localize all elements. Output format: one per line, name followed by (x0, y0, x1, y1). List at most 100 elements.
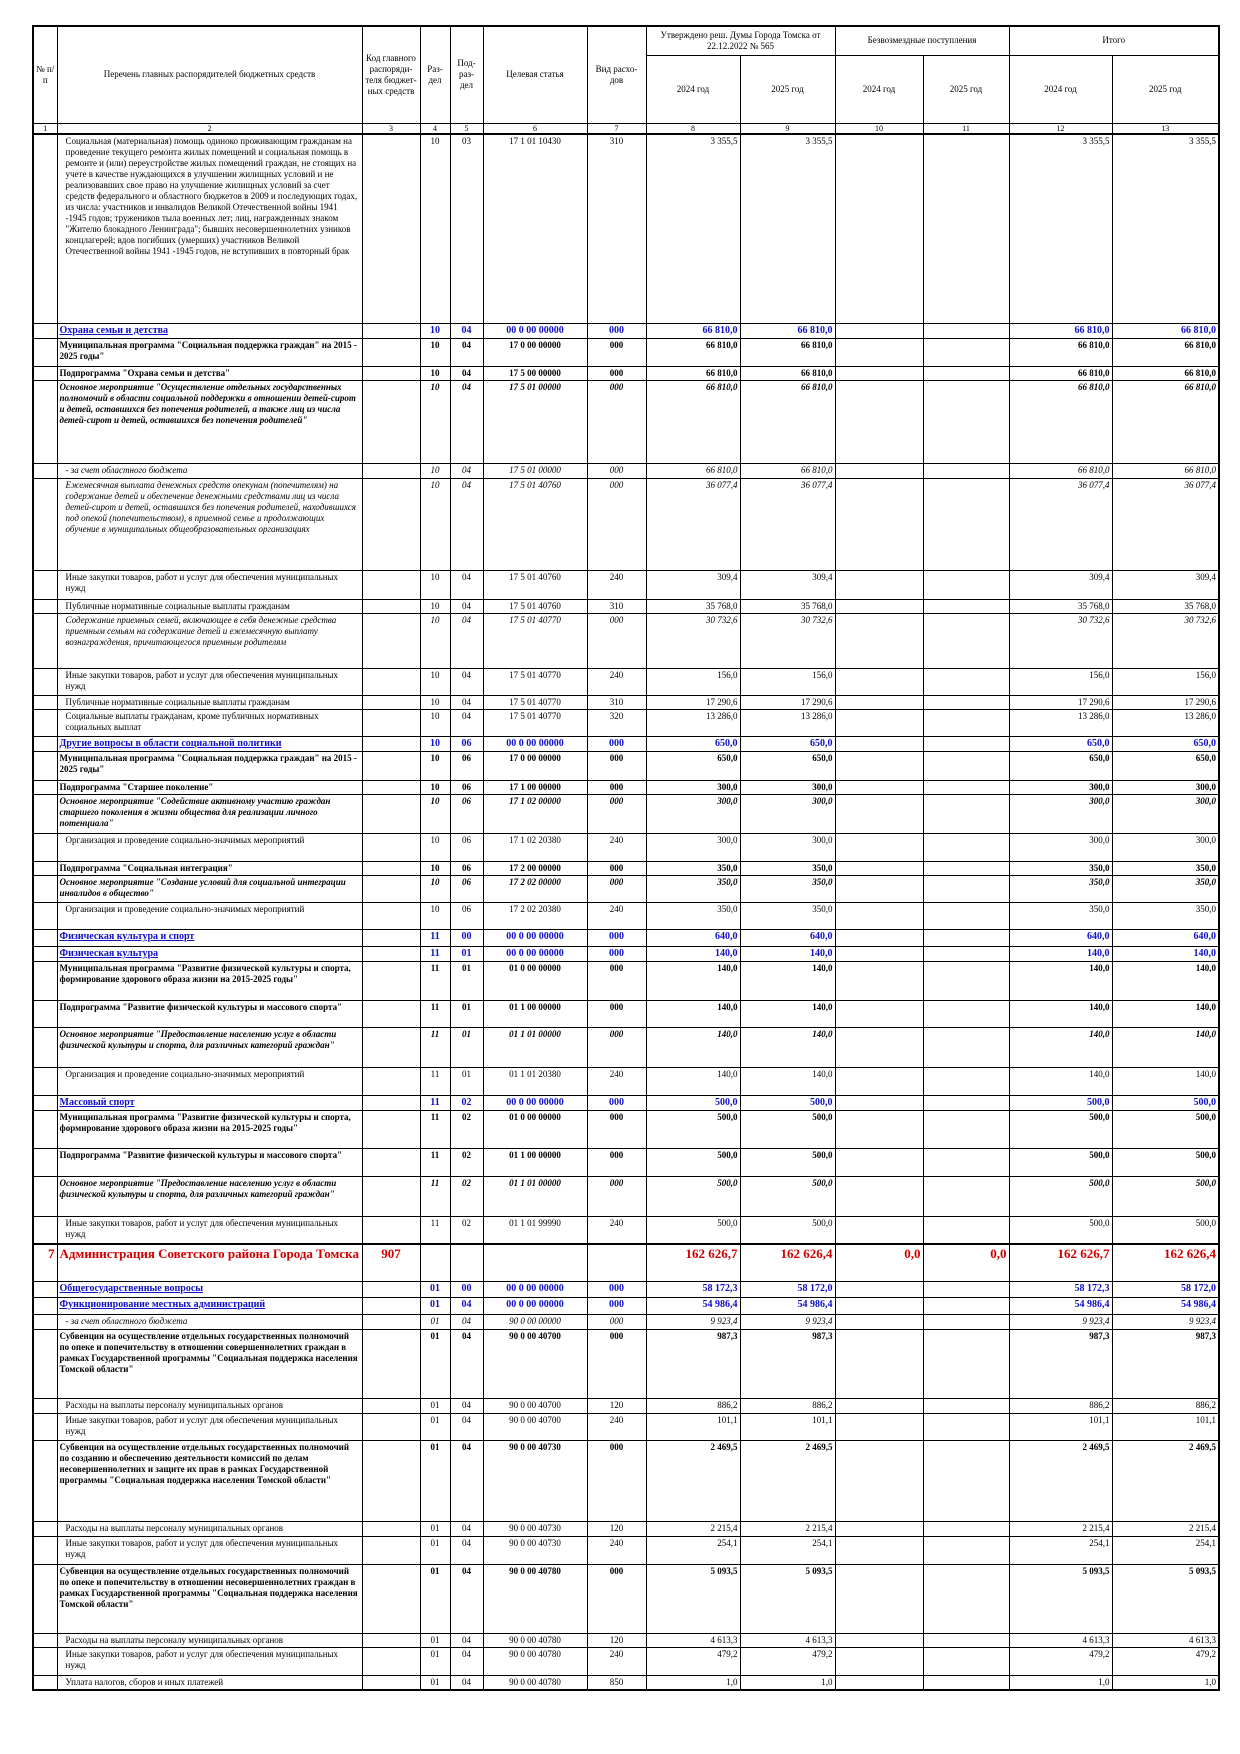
cell: 13 286,0 (645, 709, 741, 737)
cell: 4 613,3 (1008, 1633, 1113, 1648)
cell: 240 (586, 570, 647, 600)
group-header: Итого (1008, 25, 1220, 56)
cell: 240 (586, 1647, 647, 1676)
cell: 04 (449, 1647, 484, 1676)
empty-cell (361, 323, 421, 339)
table-row: Физическая культура и спорт 11 00 00 0 00 0… (32, 929, 1220, 947)
empty-cell (834, 1176, 924, 1217)
cell: 17 5 01 40760 (482, 599, 588, 614)
cell: Муниципальная программа "Развитие физиче… (56, 1110, 363, 1149)
cell: 3 355,5 (1111, 133, 1220, 324)
cell: 309,4 (645, 570, 741, 600)
cell: 04 (449, 1398, 484, 1414)
table-row: Муниципальная программа "Социальная подд… (32, 751, 1220, 781)
cell: 1,0 (739, 1675, 836, 1691)
cell: Другие вопросы в области социальной поли… (56, 736, 363, 752)
cell: 987,3 (645, 1329, 741, 1399)
empty-cell (32, 961, 58, 1001)
empty-cell (32, 1281, 58, 1298)
cell: 987,3 (739, 1329, 836, 1399)
cell: Содержание приемных семей, включающее в … (56, 613, 363, 669)
cell: 7 (32, 1242, 58, 1282)
cell: Муниципальная программа "Социальная подд… (56, 338, 363, 367)
group-header: Безвозмездные поступления (834, 25, 1010, 56)
cell: 2 215,4 (645, 1521, 741, 1537)
table-row: Муниципальная программа "Развитие физиче… (32, 961, 1220, 1001)
empty-cell (922, 1110, 1010, 1149)
column-header: Раз-дел (419, 25, 451, 124)
empty-cell (32, 1440, 58, 1522)
empty-cell (922, 1647, 1010, 1676)
empty-cell (361, 1440, 421, 1522)
table-row: Муниципальная программа "Развитие физиче… (32, 1110, 1220, 1149)
empty-cell (922, 1633, 1010, 1648)
cell: Муниципальная программа "Социальная подд… (56, 751, 363, 781)
empty-cell (361, 1647, 421, 1676)
empty-cell (32, 929, 58, 947)
cell: Иные закупки товаров, работ и услуг для … (56, 1536, 363, 1565)
cell: 90 0 00 40730 (482, 1536, 588, 1565)
table-row: Публичные нормативные социальные выплаты… (32, 695, 1220, 710)
cell: Подпрограмма "Охрана семьи и детства" (56, 366, 363, 381)
cell: 309,4 (1111, 570, 1220, 600)
cell: 30 732,6 (1111, 613, 1220, 669)
cell: 54 986,4 (1111, 1297, 1220, 1315)
cell: 01 0 00 00000 (482, 1110, 588, 1149)
cell: 04 (449, 338, 484, 367)
cell: 000 (586, 736, 647, 752)
empty-cell (32, 613, 58, 669)
cell: 300,0 (1008, 833, 1113, 862)
cell: Публичные нормативные социальные выплаты… (56, 695, 363, 710)
cell: 479,2 (645, 1647, 741, 1676)
cell: 35 768,0 (645, 599, 741, 614)
empty-cell (834, 570, 924, 600)
cell: 66 810,0 (645, 323, 741, 339)
column-number: 6 (482, 122, 588, 135)
cell: 000 (586, 861, 647, 876)
empty-cell (834, 751, 924, 781)
empty-cell (834, 902, 924, 930)
cell: 10 (419, 478, 451, 571)
cell: 90 0 00 40700 (482, 1398, 588, 1414)
cell: 11 (419, 1095, 451, 1111)
cell: 000 (586, 1027, 647, 1068)
empty-cell (922, 599, 1010, 614)
cell: 500,0 (1008, 1176, 1113, 1217)
cell: 650,0 (739, 736, 836, 752)
cell: 02 (449, 1216, 484, 1244)
cell: 10 (419, 780, 451, 795)
cell: 10 (419, 133, 451, 324)
table-row: Физическая культура 11 01 00 0 00 00000 000 1… (32, 946, 1220, 962)
empty-cell (834, 1647, 924, 1676)
cell: 04 (449, 1536, 484, 1565)
cell: 000 (586, 1176, 647, 1217)
cell: 350,0 (739, 902, 836, 930)
cell: 04 (449, 1633, 484, 1648)
cell: 36 077,4 (1008, 478, 1113, 571)
cell: 640,0 (645, 929, 741, 947)
empty-cell (32, 833, 58, 862)
cell: 36 077,4 (645, 478, 741, 571)
empty-cell (361, 1000, 421, 1028)
empty-cell (834, 1095, 924, 1111)
empty-cell (834, 323, 924, 339)
cell: Расходы на выплаты персоналу муниципальн… (56, 1398, 363, 1414)
empty-cell (32, 695, 58, 710)
empty-cell (834, 1675, 924, 1691)
cell: 240 (586, 1536, 647, 1565)
cell: 90 0 00 40730 (482, 1440, 588, 1522)
empty-cell (834, 366, 924, 381)
cell: 240 (586, 1216, 647, 1244)
cell: 140,0 (1008, 946, 1113, 962)
cell: 58 172,3 (1008, 1281, 1113, 1298)
empty-cell (361, 570, 421, 600)
cell: 350,0 (1111, 875, 1220, 903)
empty-cell (361, 961, 421, 1001)
cell: 01 1 00 00000 (482, 1148, 588, 1177)
cell: 140,0 (739, 1067, 836, 1096)
table-body: Социальная (материальная) помощь одиноко… (32, 133, 1220, 1691)
cell: 17 290,6 (1008, 695, 1113, 710)
cell: 01 1 01 00000 (482, 1027, 588, 1068)
cell: 000 (586, 323, 647, 339)
table-row: Массовый спорт 11 02 00 0 00 00000 000 500,0 5… (32, 1095, 1220, 1111)
